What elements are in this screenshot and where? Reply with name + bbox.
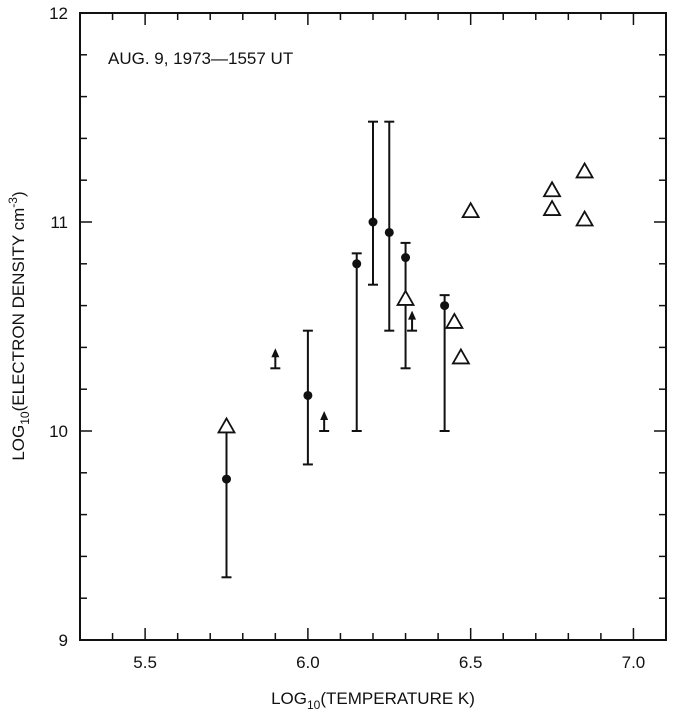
data-point-open-triangle bbox=[451, 347, 471, 365]
data-point-open-triangle bbox=[542, 180, 562, 198]
x-tick-label: 6.5 bbox=[459, 653, 483, 672]
x-tick-label: 6.0 bbox=[296, 653, 320, 672]
data-point-open-triangle bbox=[575, 161, 595, 179]
data-point-filled-circle bbox=[368, 217, 378, 227]
data-point-filled-circle bbox=[352, 259, 362, 269]
y-tick-label: 10 bbox=[49, 422, 68, 441]
data-point-filled-circle bbox=[440, 301, 450, 311]
lower-limit-arrow bbox=[407, 310, 418, 332]
data-point-open-triangle bbox=[542, 199, 562, 216]
data-point-open-triangle bbox=[444, 312, 464, 329]
data-point-filled-circle bbox=[303, 390, 313, 400]
lower-limit-arrow bbox=[319, 411, 330, 432]
data-point-filled-circle bbox=[222, 474, 231, 484]
data-point-open-triangle bbox=[216, 416, 237, 434]
limit-arrowhead bbox=[271, 348, 280, 358]
limit-arrowhead bbox=[320, 411, 329, 420]
ticks-layer: 9 10 11 12 5.5 6.0 6.5 7.0 bbox=[49, 4, 666, 672]
data-point-filled-circle bbox=[401, 253, 411, 263]
data-point-open-triangle bbox=[575, 209, 595, 227]
chart-annotation: AUG. 9, 1973—1557 UT bbox=[108, 49, 293, 68]
y-axis-title: LOG10(ELECTRON DENSITY cm-3) bbox=[6, 191, 32, 460]
data-point-open-triangle bbox=[461, 201, 481, 219]
x-axis-title: LOG10(TEMPERATURE K) bbox=[271, 689, 475, 712]
y-tick-label: 11 bbox=[50, 213, 68, 232]
marks-layer bbox=[216, 120, 595, 579]
y-tick-label: 12 bbox=[49, 4, 68, 23]
plot-frame bbox=[79, 12, 667, 641]
y-tick-label: 9 bbox=[59, 631, 68, 650]
limit-arrowhead bbox=[408, 310, 417, 320]
x-tick-label: 7.0 bbox=[622, 653, 646, 672]
lower-limit-arrow bbox=[270, 348, 281, 370]
x-tick-label: 5.5 bbox=[133, 653, 157, 672]
data-point-filled-circle bbox=[384, 227, 394, 237]
data-point-open-triangle bbox=[396, 289, 416, 306]
